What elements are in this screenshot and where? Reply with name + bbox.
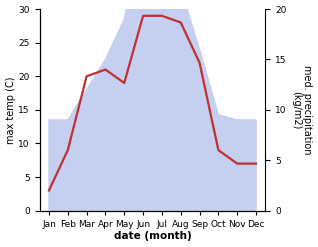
Y-axis label: med. precipitation
(kg/m2): med. precipitation (kg/m2) bbox=[291, 65, 313, 155]
X-axis label: date (month): date (month) bbox=[114, 231, 191, 242]
Y-axis label: max temp (C): max temp (C) bbox=[5, 76, 16, 144]
